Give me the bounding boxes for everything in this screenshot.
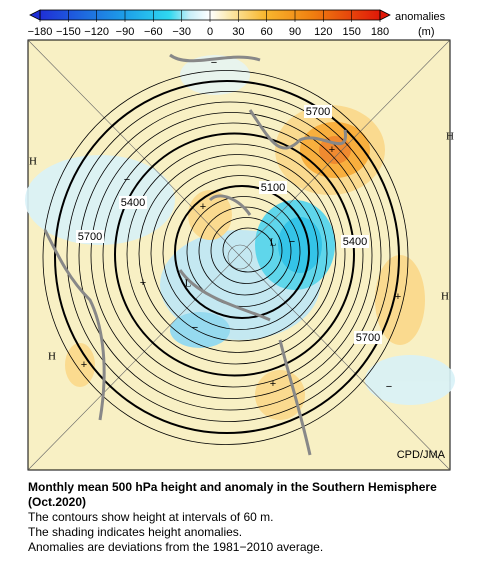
- negative-anomaly: −: [124, 174, 130, 186]
- contour: [126, 143, 346, 365]
- colorbar-tick-label: 150: [342, 26, 360, 38]
- label-bg: [76, 230, 104, 243]
- diagonal: [27, 39, 451, 471]
- colorbar-tick-label: −180: [28, 26, 53, 38]
- colorbar-tick-label: −90: [116, 26, 135, 38]
- contours: [42, 70, 409, 445]
- contour-label: 5700: [306, 106, 330, 118]
- contour: [150, 164, 328, 342]
- contour-label: 5100: [261, 182, 285, 194]
- colorbar-arrow: [379, 9, 391, 21]
- contour: [222, 227, 274, 273]
- pole-circle: [227, 244, 253, 270]
- colorbar-tick-label: −150: [56, 26, 81, 38]
- map-figure: anomalies (m) −180 −150 −120 −90 −60 −30 0 30 60…: [25, 9, 455, 471]
- colorbar-tick-label: 60: [261, 26, 273, 38]
- caption-line: The contours show height at intervals of…: [28, 510, 274, 524]
- positive-anomaly: +: [329, 144, 335, 156]
- high-marker: H: [48, 351, 56, 363]
- coastline: [43, 53, 347, 456]
- caption-line: Anomalies are deviations from the 1981−2…: [28, 540, 324, 554]
- colorbar-arrow: [29, 9, 41, 21]
- caption-line: The shading indicates height anomalies.: [28, 525, 243, 539]
- label-bg: [259, 181, 287, 194]
- contour: [114, 132, 355, 377]
- low-marker: L: [185, 278, 192, 290]
- positive-anomaly: +: [270, 378, 276, 390]
- contour: [174, 185, 310, 319]
- colorbar-tick-label: −30: [172, 26, 191, 38]
- contour: [90, 112, 373, 399]
- colorbar-title: anomalies: [395, 11, 446, 23]
- colorbar-tick-label: −60: [144, 26, 163, 38]
- contour: [186, 196, 301, 307]
- colorbar-tick-label: 90: [289, 26, 301, 38]
- positive-anomaly: +: [140, 277, 146, 289]
- contour: [162, 175, 319, 330]
- colorbar-tick-label: −120: [84, 26, 109, 38]
- high-marker: H: [441, 291, 449, 303]
- colorbar-tick-label: 120: [314, 26, 332, 38]
- label-bg: [119, 196, 147, 209]
- contour-label: 5700: [356, 332, 380, 344]
- colorbar-tick-label: 180: [371, 26, 389, 38]
- high-marker: H: [446, 131, 454, 143]
- colorbar-unit: (m): [418, 26, 435, 38]
- contour: [102, 122, 364, 388]
- positive-anomaly: +: [81, 359, 87, 371]
- high-marker: H: [29, 156, 37, 168]
- caption-title: Monthly mean 500 hPa height and anomaly …: [28, 480, 437, 509]
- negative-anomaly: −: [289, 236, 295, 248]
- colorbar-tick-label: 30: [232, 26, 244, 38]
- contour: [54, 80, 400, 434]
- contour: [78, 101, 382, 411]
- positive-anomaly: +: [395, 291, 401, 303]
- colorbar-tick-label: 0: [207, 26, 213, 38]
- contour: [42, 70, 409, 445]
- contour-label: 5400: [121, 197, 145, 209]
- credit: CPD/JMA: [397, 449, 446, 461]
- contour: [210, 217, 283, 284]
- low-marker: L: [270, 237, 277, 249]
- positive-anomaly: +: [200, 201, 206, 213]
- label-bg: [354, 331, 382, 344]
- negative-anomaly: −: [192, 322, 198, 334]
- negative-anomaly: −: [211, 57, 217, 69]
- contour: [138, 154, 337, 353]
- label-bg: [304, 105, 332, 118]
- label-bg: [341, 235, 369, 248]
- contour: [66, 91, 391, 422]
- negative-anomaly: −: [386, 381, 392, 393]
- contour-label: 5400: [343, 236, 367, 248]
- contour-label: 5700: [78, 231, 102, 243]
